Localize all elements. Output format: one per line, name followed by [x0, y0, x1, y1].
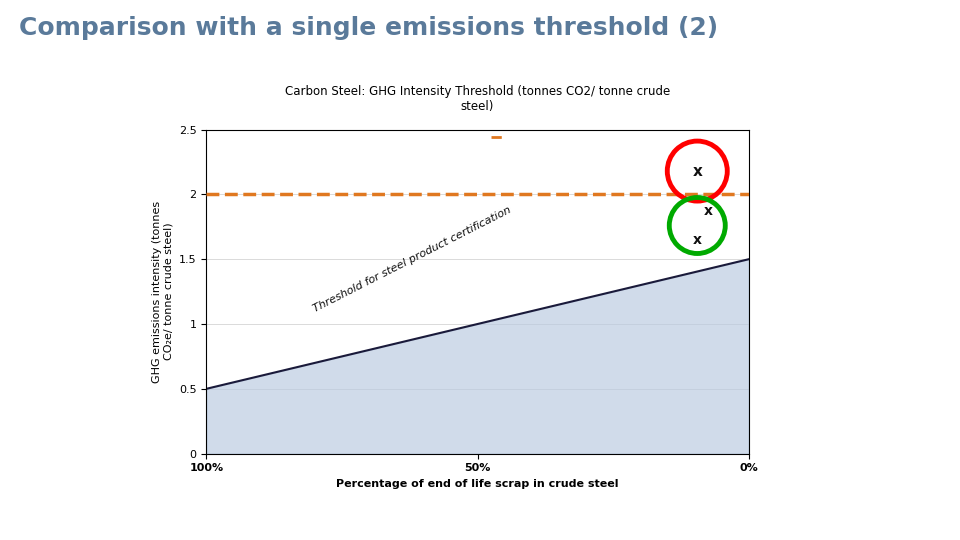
- Text: Threshold for steel product certification: Threshold for steel product certificatio…: [312, 205, 514, 314]
- Y-axis label: GHG emissions intensity (tonnes
CO₂e/ tonne crude steel): GHG emissions intensity (tonnes CO₂e/ to…: [152, 200, 174, 383]
- Text: Comparison with a single emissions threshold (2): Comparison with a single emissions thres…: [19, 16, 718, 40]
- X-axis label: Percentage of end of life scrap in crude steel: Percentage of end of life scrap in crude…: [336, 479, 619, 489]
- Text: x: x: [704, 204, 712, 218]
- Text: x: x: [692, 164, 702, 179]
- Text: x: x: [693, 233, 702, 247]
- Title: Carbon Steel: GHG Intensity Threshold (tonnes CO2/ tonne crude
steel): Carbon Steel: GHG Intensity Threshold (t…: [285, 85, 670, 113]
